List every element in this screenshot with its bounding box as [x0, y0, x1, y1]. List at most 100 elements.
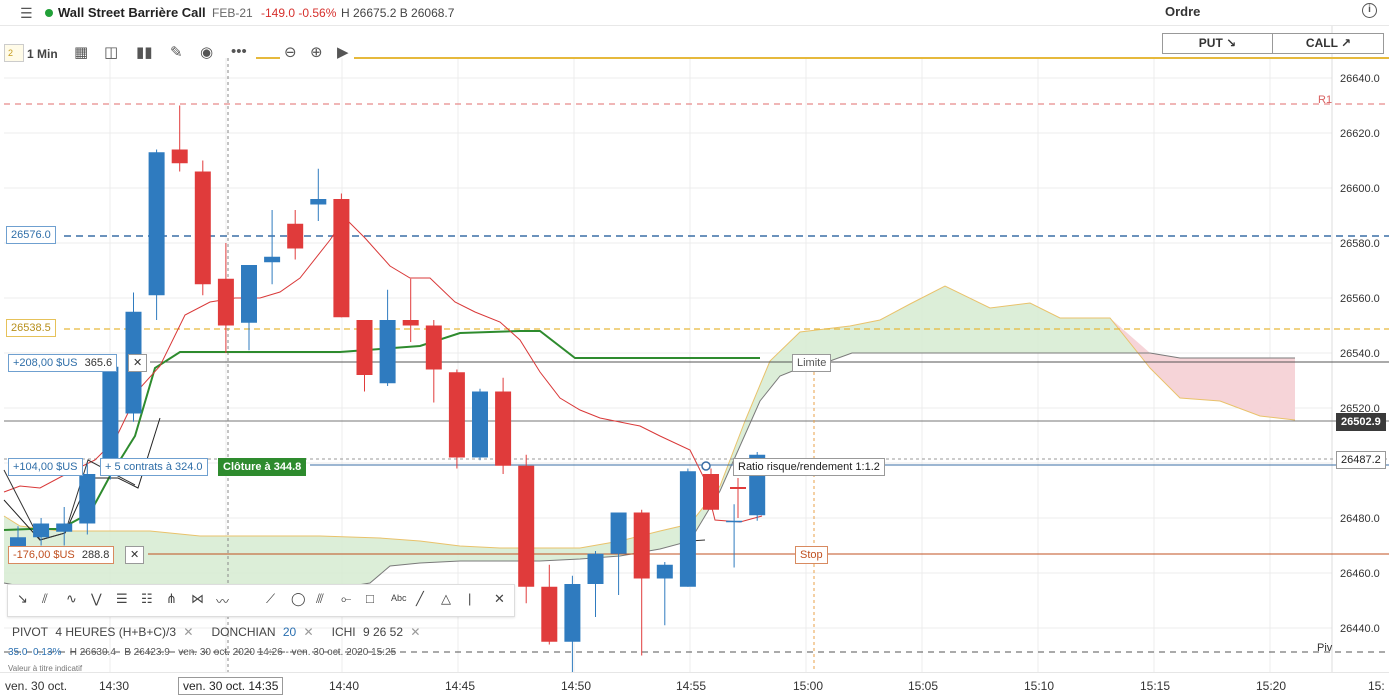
candle-body [194, 171, 211, 285]
stop-loss-tag[interactable]: -176,00 $US 288.8 [8, 546, 115, 564]
y-tick-label: 26640.0 [1340, 73, 1380, 85]
elliott-icon[interactable]: 〰 [216, 594, 230, 609]
more-icon[interactable]: ••• [231, 43, 247, 60]
candle [425, 320, 442, 403]
trade-buttons: PUT ↘ CALL ↗ [1162, 33, 1384, 54]
play-icon[interactable]: ▶ [337, 44, 349, 61]
limit-label[interactable]: Limite [792, 354, 832, 372]
trendline-icon[interactable]: ↘ [17, 591, 28, 606]
take-profit-price: 365.6 [84, 357, 113, 369]
zoom-out-icon[interactable]: ⊖ [284, 44, 297, 61]
candle-body [541, 586, 558, 642]
candle [472, 388, 488, 461]
y-tick-label: 26580.0 [1340, 238, 1380, 250]
ruler-icon[interactable]: ⟋ [266, 591, 276, 606]
candle [217, 243, 234, 353]
pivot-label: Piv [1317, 642, 1333, 654]
candle [287, 210, 304, 260]
menu-icon[interactable]: ☰ [20, 5, 33, 21]
blue-level-tag[interactable]: 26576.0 [6, 226, 56, 244]
indicator-ichi[interactable]: ICHI 9 26 52 ✕ [331, 625, 421, 639]
stop-loss-close-icon[interactable]: ✕ [125, 546, 145, 564]
entry-pnl-tag[interactable]: +104,00 $US [8, 458, 83, 476]
fib-ext-icon[interactable]: ☷ [141, 591, 153, 606]
candle-body [264, 256, 281, 263]
candle-body [333, 199, 350, 318]
stop-loss-amount: -176,00 $US [13, 549, 75, 561]
candle-body [448, 372, 465, 458]
indicator-pivot[interactable]: PIVOT 4 HEURES (H+B+C)/3 ✕ [12, 625, 194, 639]
candle [402, 278, 419, 342]
candle-body [402, 320, 419, 326]
triangle-icon[interactable]: △ [441, 591, 451, 606]
candle-body [217, 278, 234, 326]
candle [194, 160, 211, 296]
candle [148, 149, 165, 320]
tick-label: 14:30 [99, 679, 130, 693]
candle [171, 105, 188, 172]
period-selector[interactable]: 1 Min [27, 47, 58, 61]
fib-icon[interactable]: ☰ [116, 591, 128, 606]
take-profit-tag[interactable]: +208,00 $US 365.6 [8, 354, 118, 372]
entry-contracts-tag[interactable]: + 5 contrats à 324.0 [100, 458, 208, 476]
candle [33, 518, 50, 546]
candle [79, 463, 96, 535]
y-tick-label: 26560.0 [1340, 293, 1380, 305]
candle-body [518, 465, 535, 587]
close-icon[interactable]: ✕ [494, 591, 505, 606]
y-tick-label: 26540.0 [1340, 348, 1380, 360]
candle [656, 562, 673, 626]
tick-label: 15:10 [1024, 679, 1055, 693]
candle-icon[interactable]: ◫ [104, 44, 119, 61]
indicator-legend: PIVOT 4 HEURES (H+B+C)/3 ✕ DONCHIAN 20 ✕… [12, 625, 428, 639]
indicators-icon[interactable]: ▮▮ [136, 44, 153, 61]
info-icon[interactable]: i [1362, 3, 1377, 18]
candle-body [102, 366, 119, 474]
change-value: -149.0 -0.56% [261, 6, 337, 20]
tick-label: 15:20 [1256, 679, 1287, 693]
instrument-name[interactable]: Wall Street Barrière Call [58, 5, 206, 20]
candle [587, 551, 604, 617]
candle [541, 564, 558, 645]
candle [356, 320, 373, 392]
text-icon[interactable]: Abc [391, 593, 407, 603]
circle-icon[interactable]: ◯ [291, 591, 306, 606]
rectangle-icon[interactable]: □ [366, 591, 374, 606]
draw-icon[interactable]: ✎ [170, 44, 183, 61]
frame-selector[interactable]: 2 [4, 44, 24, 62]
put-button[interactable]: PUT ↘ [1163, 34, 1273, 53]
wave-icon[interactable]: ∿ [66, 591, 77, 606]
yellow-level-tag[interactable]: 26538.5 [6, 319, 56, 337]
tick-label: 15:00 [793, 679, 824, 693]
indicator-donchian[interactable]: DONCHIAN 20 ✕ [211, 625, 314, 639]
take-profit-close-icon[interactable]: ✕ [128, 354, 148, 372]
candle [264, 210, 281, 285]
order-title: Ordre [1165, 4, 1201, 19]
pitchfork-icon[interactable]: ⋔ [166, 591, 177, 606]
xabcd-icon[interactable]: ⋈ [191, 591, 204, 606]
stop-label[interactable]: Stop [795, 546, 828, 564]
bar-type-icon[interactable]: ▦ [74, 44, 89, 61]
fan-icon[interactable]: ⫻ [316, 591, 324, 606]
path-icon[interactable]: ⟜ [341, 591, 352, 606]
cursor-time-label: ven. 30 oct. 14:35 [178, 677, 284, 695]
candle-body [495, 391, 512, 466]
y-tick-label: 26600.0 [1340, 183, 1380, 195]
line-icon[interactable]: ╱ [416, 591, 424, 606]
candle [241, 265, 257, 351]
candle [518, 454, 535, 604]
parallel-icon[interactable]: ⫽ [42, 591, 48, 606]
candle-body [33, 523, 50, 538]
eye-icon[interactable]: ◉ [200, 44, 214, 61]
y-tick-label: 26620.0 [1340, 128, 1380, 140]
zoom-in-icon[interactable]: ⊕ [310, 44, 323, 61]
tick-label: 14:40 [329, 679, 360, 693]
separator-icon: | [468, 591, 472, 606]
candle-body [679, 471, 696, 587]
candle-body [425, 325, 442, 370]
zigzag-icon[interactable]: ⋁ [91, 591, 102, 606]
call-button[interactable]: CALL ↗ [1305, 36, 1352, 50]
close-position-button[interactable]: Clôture à 344.8 [218, 458, 307, 476]
high-low-value: H 26675.2 B 26068.7 [341, 6, 455, 20]
r1-label: R1 [1318, 94, 1333, 106]
